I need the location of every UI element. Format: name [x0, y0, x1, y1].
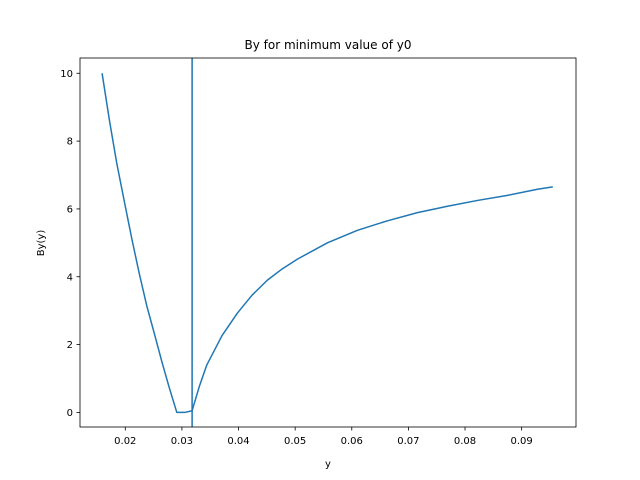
x-axis-label: y: [325, 459, 331, 470]
y-tick-label: 2: [67, 340, 73, 351]
x-tick-label: 0.04: [227, 436, 249, 447]
x-axis-ticks: 0.02 0.03 0.04 0.05 0.06 0.07 0.08 0.09: [114, 427, 533, 447]
y-tick-label: 6: [67, 204, 73, 215]
axes-frame: [79, 57, 577, 428]
y-axis-label: By(y): [36, 230, 47, 257]
x-tick-label: 0.07: [397, 436, 419, 447]
series-line: [101, 73, 553, 414]
x-tick-label: 0.03: [171, 436, 193, 447]
plot-area: [79, 57, 577, 428]
chart-title: By for minimum value of y0: [245, 38, 412, 52]
y-tick-label: 4: [67, 272, 73, 283]
y-tick-label: 0: [67, 408, 73, 419]
x-tick-label: 0.06: [341, 436, 363, 447]
x-tick-label: 0.09: [511, 436, 533, 447]
y-axis-ticks: 0 2 4 6 8 10: [60, 69, 80, 419]
x-tick-label: 0.05: [284, 436, 306, 447]
x-tick-label: 0.02: [114, 436, 136, 447]
y-tick-label: 8: [67, 137, 73, 148]
y-tick-label: 10: [60, 69, 73, 80]
x-tick-label: 0.08: [454, 436, 476, 447]
